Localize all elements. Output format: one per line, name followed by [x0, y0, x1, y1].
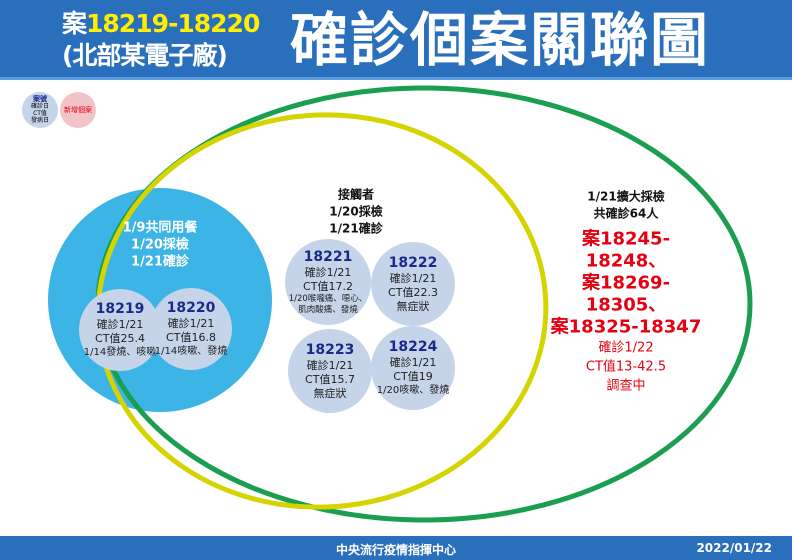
legend-new-case: 新增個案: [60, 92, 96, 128]
case-id: 18220: [166, 299, 216, 316]
new-case-range: 案18245-18248、: [581, 228, 671, 272]
label-line: 1/21確診: [131, 254, 189, 270]
footer-org: 中央流行疫情指揮中心: [335, 543, 456, 557]
contacts-label: 接觸者 1/20採檢 1/21確診: [329, 187, 382, 238]
case-id: 18223: [305, 341, 355, 358]
footer-date: 2022/01/22: [696, 541, 772, 555]
label-line: 1/9共同用餐: [122, 220, 198, 236]
legend-case-label: 案號: [33, 95, 47, 103]
page-title: 確診個案關聯圖: [290, 6, 711, 74]
case-line: 確診1/21: [167, 316, 215, 330]
header: 案18219-18220 (北部某電子廠) 確診個案關聯圖: [0, 0, 792, 80]
label-line: 1/21確診: [329, 221, 383, 236]
new-case-range: 案18325-18347: [550, 316, 702, 338]
label-line: 1/21擴大採檢: [587, 189, 665, 204]
case-id: 18224: [388, 338, 438, 355]
legend-line: CT值: [33, 110, 47, 117]
case-line: CT值15.7: [305, 372, 355, 386]
case-line: 肌肉酸痛、發燒: [298, 304, 358, 315]
detail-line: 調查中: [606, 378, 646, 394]
case-bubble-18224: 18224 確診1/21 CT值19 1/20咳嗽、發燒: [371, 326, 455, 410]
meal-cluster-label: 1/9共同用餐 1/20採檢 1/21確診: [123, 220, 198, 271]
case-id: 18222: [388, 254, 438, 271]
case-line: 1/20咳嗽、發燒: [376, 384, 450, 396]
case-bubble-18223: 18223 確診1/21 CT值15.7 無症狀: [288, 329, 372, 413]
label-line: 共確診64人: [593, 206, 659, 221]
label-line: 1/20採檢: [131, 237, 189, 253]
case-line: 確診1/21: [389, 271, 437, 285]
case-bubble-18220: 18220 確診1/21 CT值16.8 1/14咳嗽、發燒: [150, 288, 232, 370]
case-line: CT值16.8: [166, 330, 216, 344]
case-line: 1/14咳嗽、發燒: [154, 345, 228, 357]
case-line: 確診1/21: [304, 265, 352, 279]
case-bubble-18222: 18222 確診1/21 CT值22.3 無症狀: [371, 242, 455, 326]
case-line: 無症狀: [396, 299, 430, 313]
case-bubble-18219: 18219 確診1/21 CT值25.4 1/14發燒、咳嗽: [79, 289, 161, 371]
case-line: CT值17.2: [303, 279, 353, 293]
case-line: CT值25.4: [95, 331, 145, 345]
case-range: 18219-18220: [86, 9, 260, 38]
case-line: CT值22.3: [388, 285, 438, 299]
case-line: 確診1/21: [96, 317, 144, 331]
case-line: 確診1/21: [389, 355, 437, 369]
label-line: 1/20採檢: [329, 204, 383, 219]
case-id: 18221: [303, 248, 353, 265]
case-prefix: 案: [62, 9, 87, 38]
detail-line: 確診1/22: [598, 340, 654, 356]
expanded-testing: 1/21擴大採檢 共確診64人 案18245-18248、 案18269-183…: [543, 189, 709, 396]
footer: 中央流行疫情指揮中心 2022/01/22: [0, 536, 792, 560]
case-line: 1/20喉嚨痛、噁心、: [288, 293, 368, 304]
new-case-range: 案18269-18305、: [581, 272, 671, 316]
header-subtitle: 案18219-18220 (北部某電子廠): [62, 8, 260, 72]
case-id: 18219: [95, 300, 145, 317]
case-line: 確診1/21: [306, 358, 354, 372]
case-line: CT值19: [393, 369, 433, 383]
label-line: 接觸者: [337, 187, 374, 202]
legend-line: 發病日: [30, 117, 49, 124]
detail-line: CT值13-42.5: [585, 359, 667, 375]
location: (北部某電子廠): [62, 41, 228, 70]
case-line: 1/14發燒、咳嗽: [83, 346, 157, 358]
legend-case: 案號 確診日 CT值 發病日: [22, 92, 58, 128]
case-line: 無症狀: [313, 386, 347, 400]
case-bubble-18221: 18221 確診1/21 CT值17.2 1/20喉嚨痛、噁心、 肌肉酸痛、發燒: [285, 239, 371, 325]
legend-line: 確診日: [30, 103, 49, 110]
